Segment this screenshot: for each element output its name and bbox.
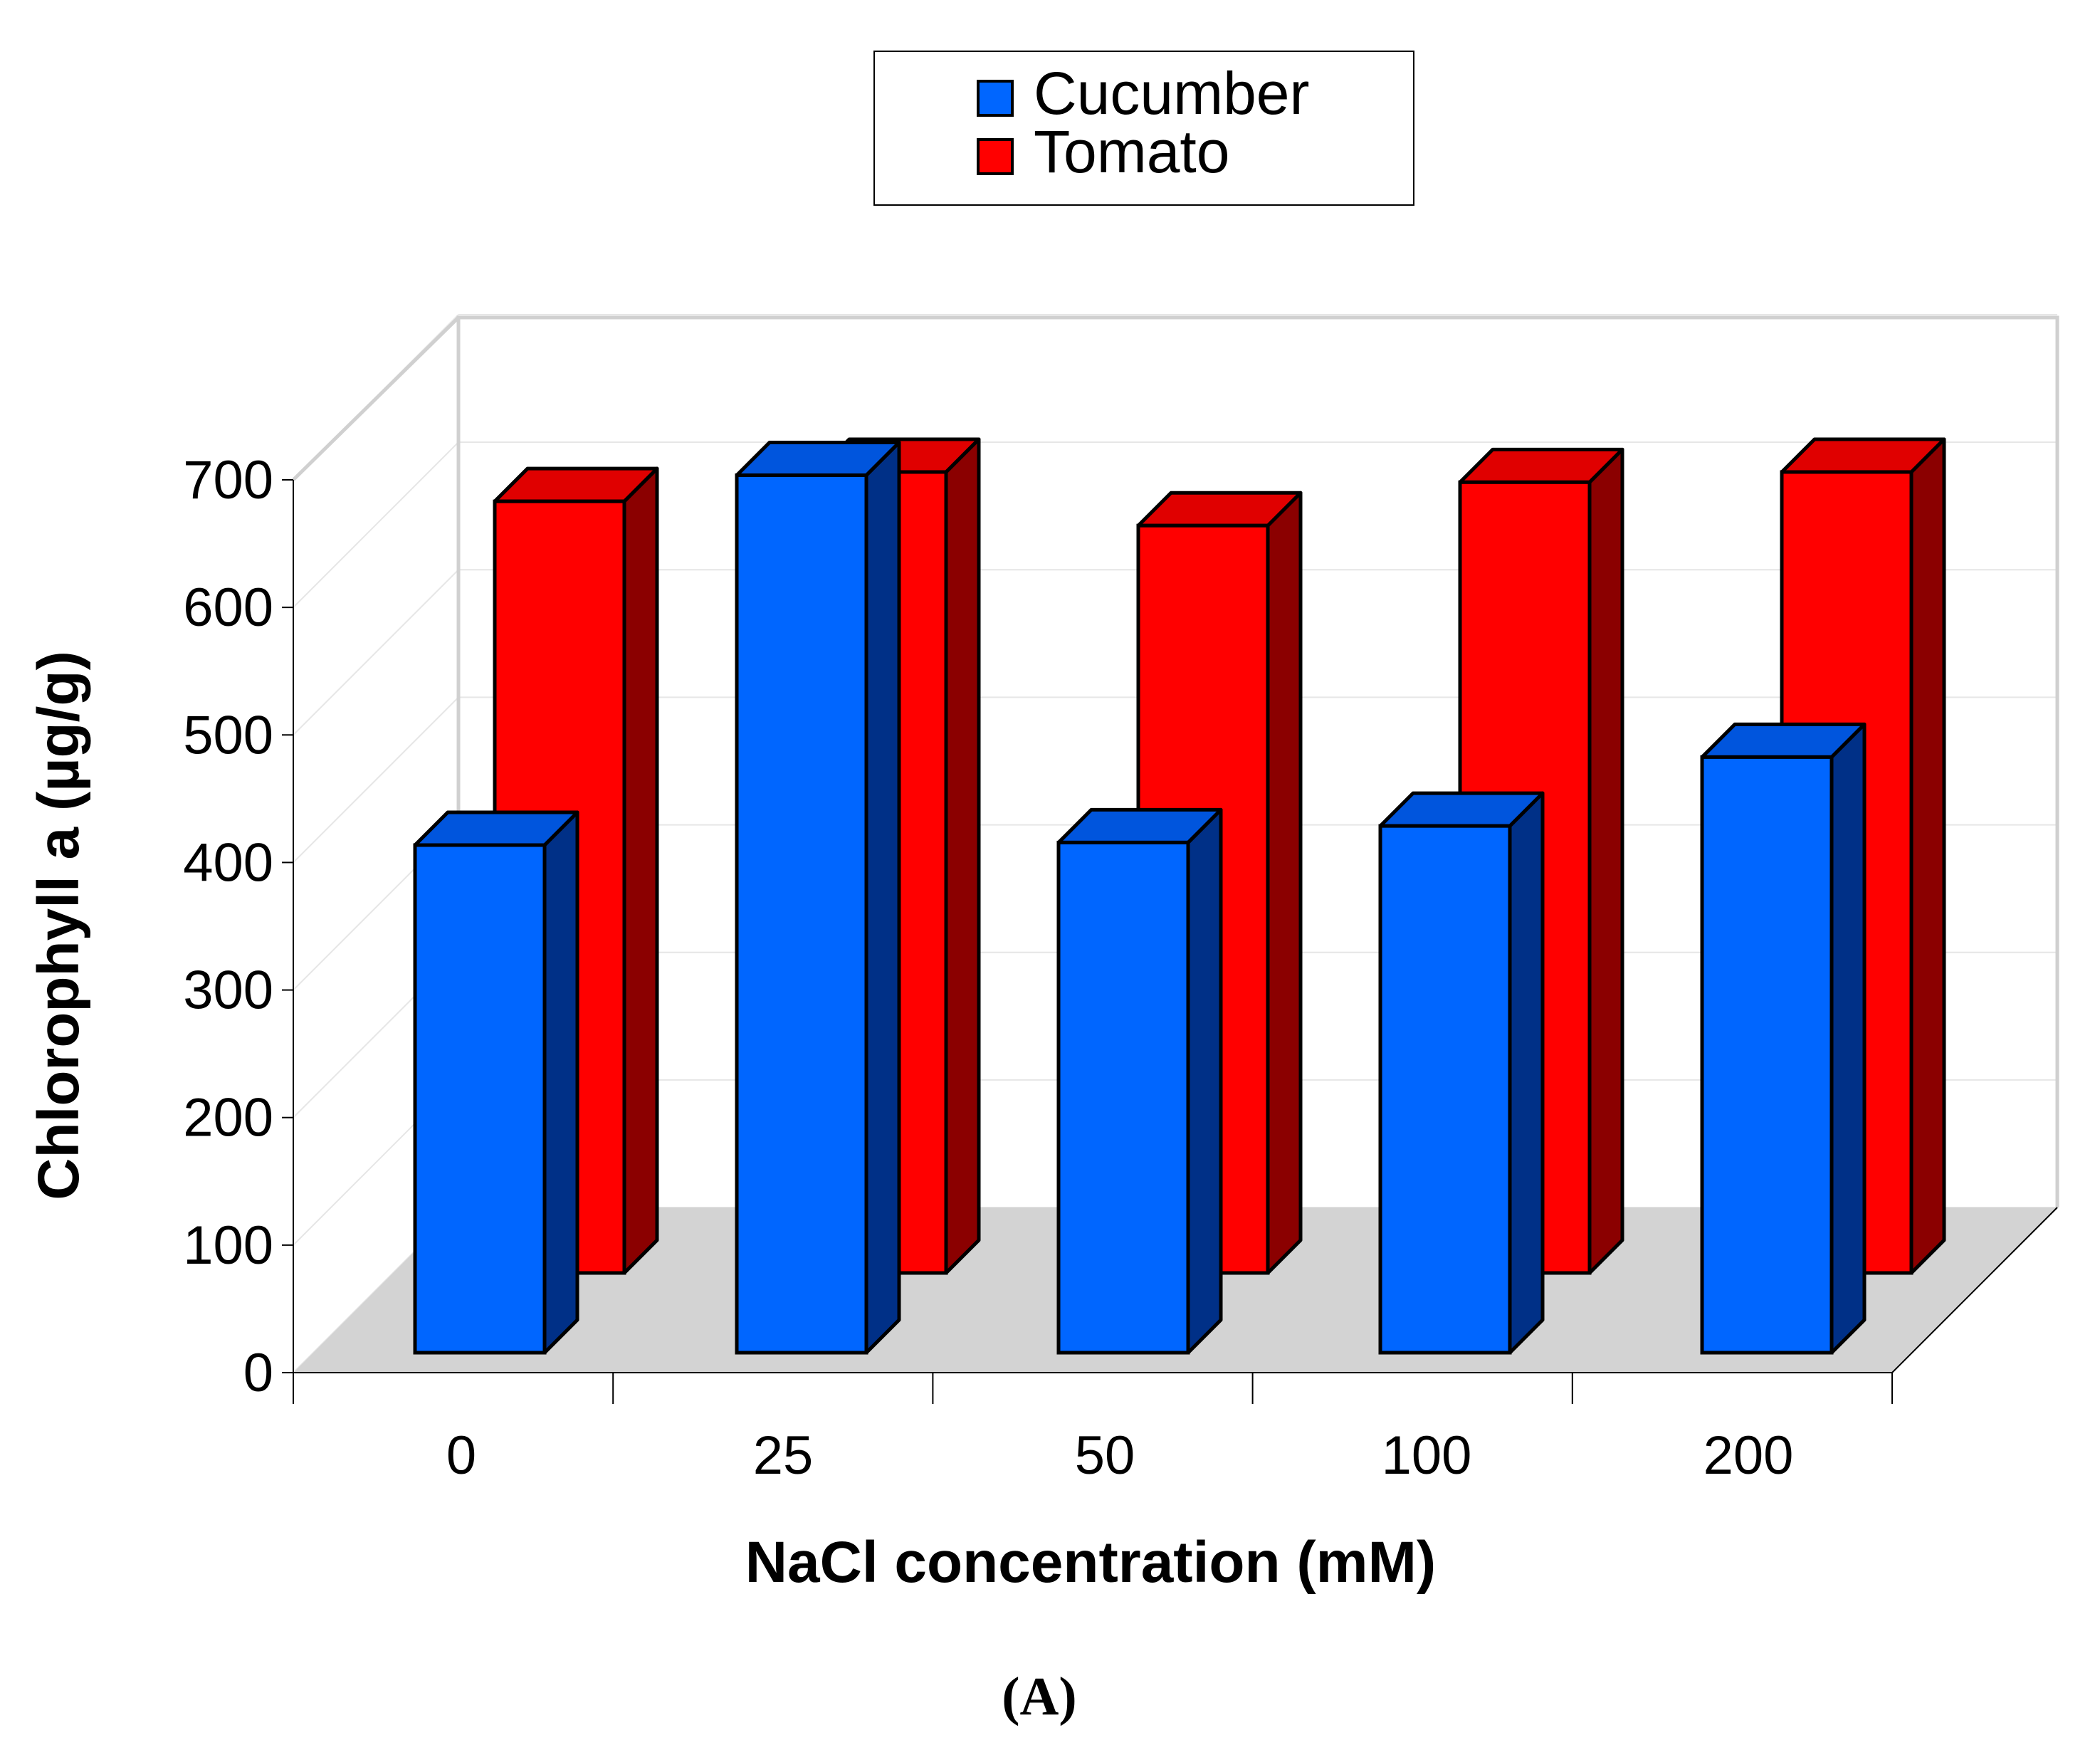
bar-tomato-100-side	[1587, 447, 1624, 1275]
side-gridline	[293, 441, 459, 608]
bar-tomato-50-side	[1266, 491, 1303, 1275]
y-tick-label: 600	[183, 577, 273, 638]
bar-cucumber-100-side	[1508, 791, 1545, 1355]
legend-box	[873, 51, 1414, 206]
y-tick-label: 0	[243, 1343, 273, 1403]
bar-cucumber-0-side	[542, 810, 579, 1355]
x-tick-label: 0	[446, 1425, 476, 1486]
bar-cucumber-50-front	[1056, 840, 1190, 1355]
bar-cucumber-25-front	[735, 473, 868, 1355]
panel-label: (A)	[1002, 1667, 1077, 1726]
bar-cucumber-25	[735, 440, 901, 1355]
bar-tomato-0-side	[622, 466, 659, 1275]
bar-cucumber-100	[1378, 791, 1545, 1355]
bar-cucumber-0	[413, 810, 579, 1355]
side-gridline	[293, 696, 459, 864]
legend-swatch-cucumber	[977, 80, 1014, 117]
x-tick-label: 25	[753, 1425, 814, 1486]
y-axis-title: Chlorophyll a (µg/g)	[26, 651, 91, 1200]
side-gridline	[293, 569, 459, 735]
y-tick-label: 400	[183, 832, 273, 893]
bar-tomato-200-side	[1909, 437, 1946, 1275]
y-tick-label: 200	[183, 1088, 273, 1148]
bar-cucumber-200-front	[1700, 755, 1834, 1355]
bar-cucumber-50-side	[1186, 807, 1223, 1355]
legend-label-tomato: Tomato	[1034, 118, 1229, 185]
floor-right-edge	[1891, 1207, 2058, 1373]
y-tick-label: 500	[183, 705, 273, 765]
bar-cucumber-200	[1700, 722, 1867, 1355]
x-tick-label: 200	[1703, 1425, 1794, 1486]
bar-cucumber-200-side	[1829, 722, 1867, 1355]
y-tick-label: 300	[183, 960, 273, 1021]
bar-tomato-25-side	[944, 437, 981, 1275]
axes: 0 100 200 300 400 500 600 700 0 25 50 100 200	[183, 450, 1893, 1486]
x-tick-label: 100	[1382, 1425, 1472, 1486]
bar-cucumber-50	[1056, 807, 1223, 1355]
bar-cucumber-0-front	[413, 843, 547, 1355]
back-wall-frame	[456, 315, 2059, 1207]
x-axis-title: NaCl concentration (mM)	[745, 1530, 1436, 1595]
legend-swatch-tomato	[977, 138, 1014, 175]
side-wall-top-edge	[292, 316, 460, 481]
bar-cucumber-100-front	[1378, 824, 1512, 1355]
y-tick-label: 700	[183, 450, 273, 510]
legend: Cucumber Tomato	[873, 51, 1414, 206]
x-tick-label: 50	[1075, 1425, 1135, 1486]
bars	[413, 437, 1946, 1355]
legend-label-cucumber: Cucumber	[1034, 60, 1309, 127]
bar-cucumber-25-side	[864, 440, 901, 1355]
y-tick-label: 100	[183, 1215, 273, 1276]
